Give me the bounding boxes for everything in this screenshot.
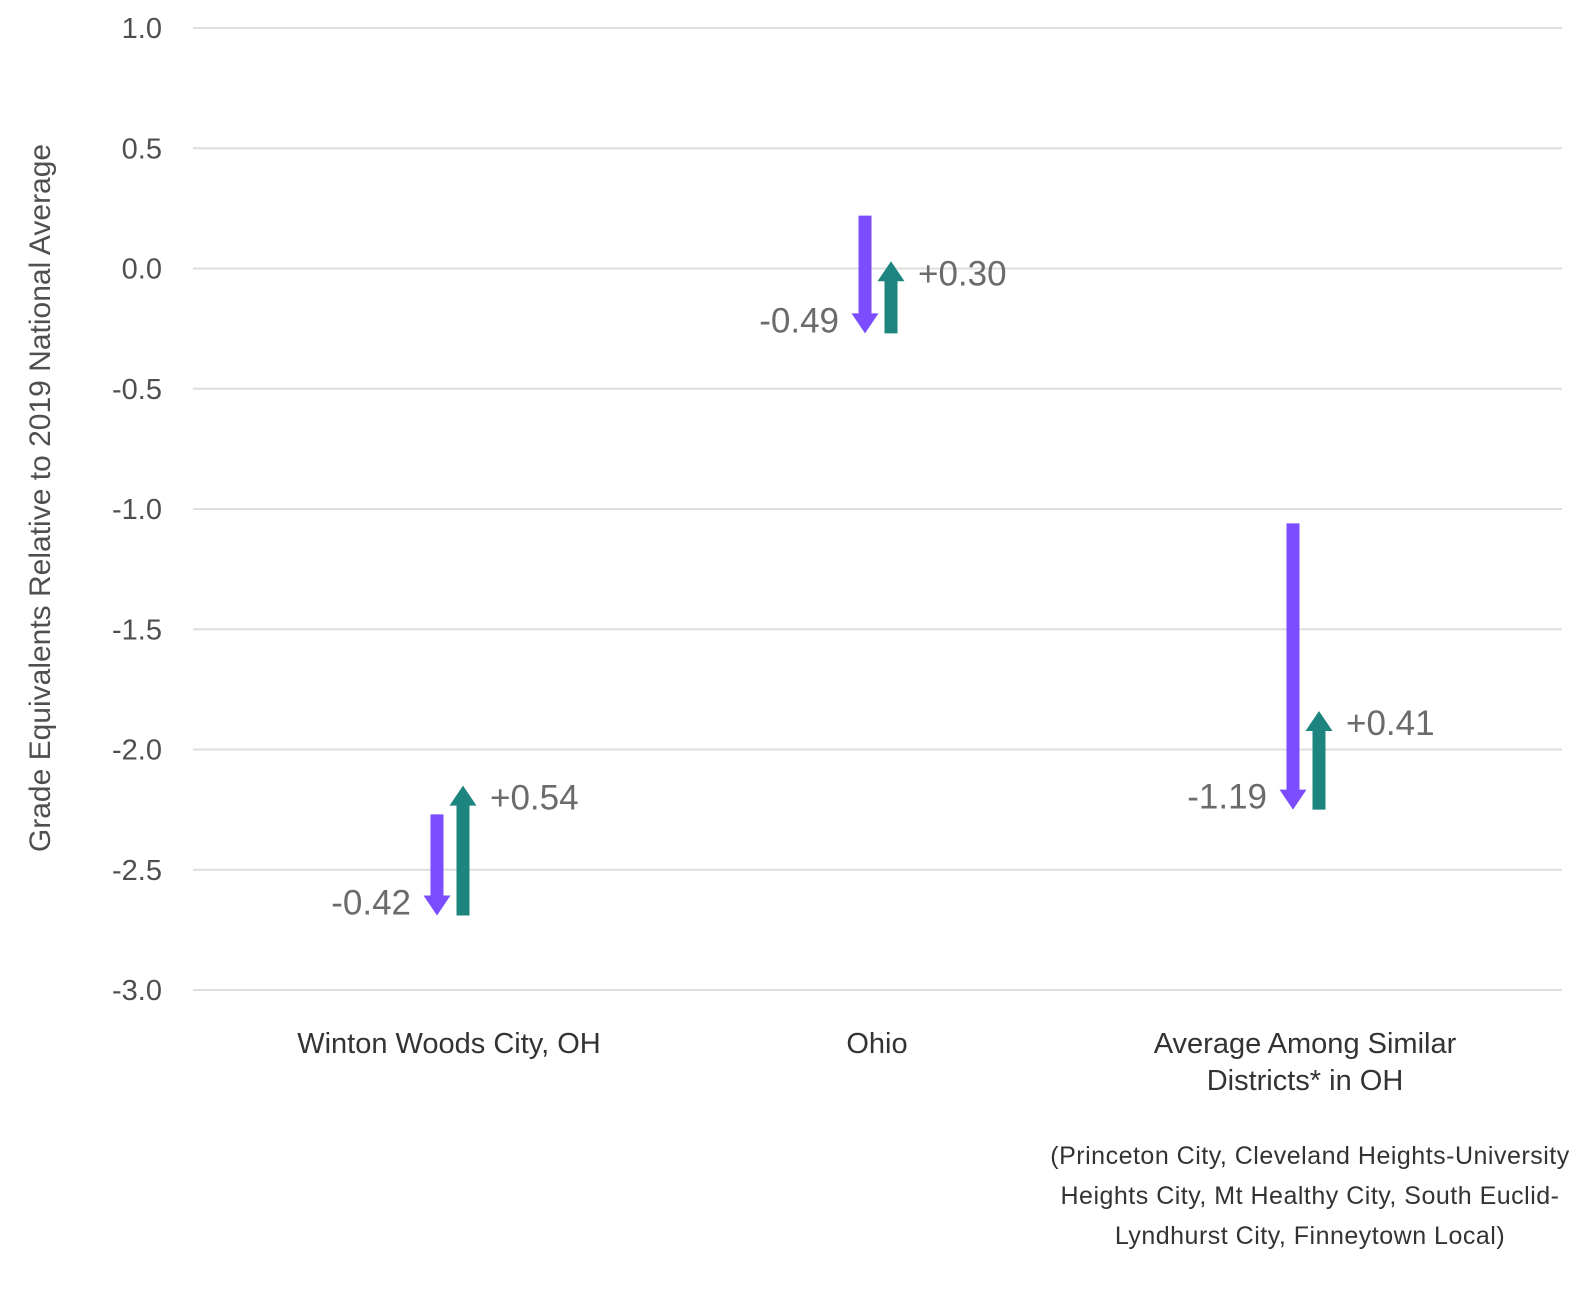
y-tick-label: -1.0 [112,494,162,526]
category-label: Ohio [846,1028,907,1060]
decline-arrow [1279,523,1307,810]
decline-value-label: -0.49 [759,301,839,340]
y-tick-label: -0.5 [112,374,162,406]
y-tick-label: 0.0 [122,254,162,286]
y-tick-label: -1.5 [112,614,162,646]
similar-districts-footnote: (Princeton City, Cleveland Heights-Unive… [1050,1142,1570,1250]
gridlines [193,27,1562,991]
recovery-arrow [877,261,905,334]
y-tick-label: -2.5 [112,855,162,887]
y-tick-label: 0.5 [122,133,162,165]
recovery-arrow [449,785,477,916]
category-label: Districts* in OH [1207,1065,1404,1097]
recovery-value-label: +0.54 [490,779,579,818]
category-labels: Winton Woods City, OH Ohio Average Among S… [297,1028,1456,1097]
category-label: Average Among Similar [1154,1028,1457,1060]
y-tick-label: 1.0 [122,13,162,45]
y-axis-ticks: 1.0 0.5 0.0 -0.5 -1.0 -1.5 -2.0 -2.5 -3.0 [112,13,162,1007]
y-tick-label: -3.0 [112,975,162,1007]
y-axis-label: Grade Equivalents Relative to 2019 Natio… [24,144,57,852]
decline-arrow [851,215,879,334]
category-label: Winton Woods City, OH [297,1028,601,1060]
arrow-marks: -0.42 +0.54 -0.49 +0.30 -1.19 +0.41 [331,215,1435,922]
decline-value-label: -0.42 [331,883,411,922]
decline-arrow [423,814,451,916]
recovery-value-label: +0.41 [1346,704,1435,743]
y-tick-label: -2.0 [112,735,162,767]
recovery-arrow [1305,711,1333,810]
recovery-value-label: +0.30 [918,254,1007,293]
decline-value-label: -1.19 [1187,778,1267,817]
